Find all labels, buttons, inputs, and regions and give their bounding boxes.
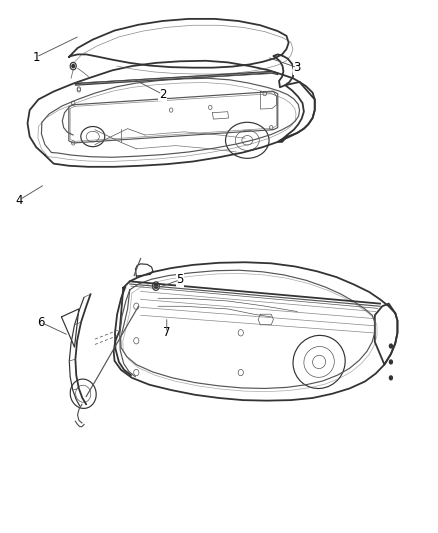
- Text: 7: 7: [163, 326, 170, 340]
- Circle shape: [389, 375, 393, 381]
- Circle shape: [72, 64, 74, 68]
- Circle shape: [389, 359, 393, 365]
- Text: 1: 1: [32, 51, 40, 63]
- Text: 3: 3: [293, 61, 301, 74]
- Text: 6: 6: [37, 316, 44, 329]
- Text: 2: 2: [159, 87, 166, 101]
- Text: 5: 5: [176, 273, 184, 286]
- Text: 4: 4: [15, 193, 22, 207]
- Circle shape: [389, 343, 393, 349]
- Circle shape: [154, 284, 158, 288]
